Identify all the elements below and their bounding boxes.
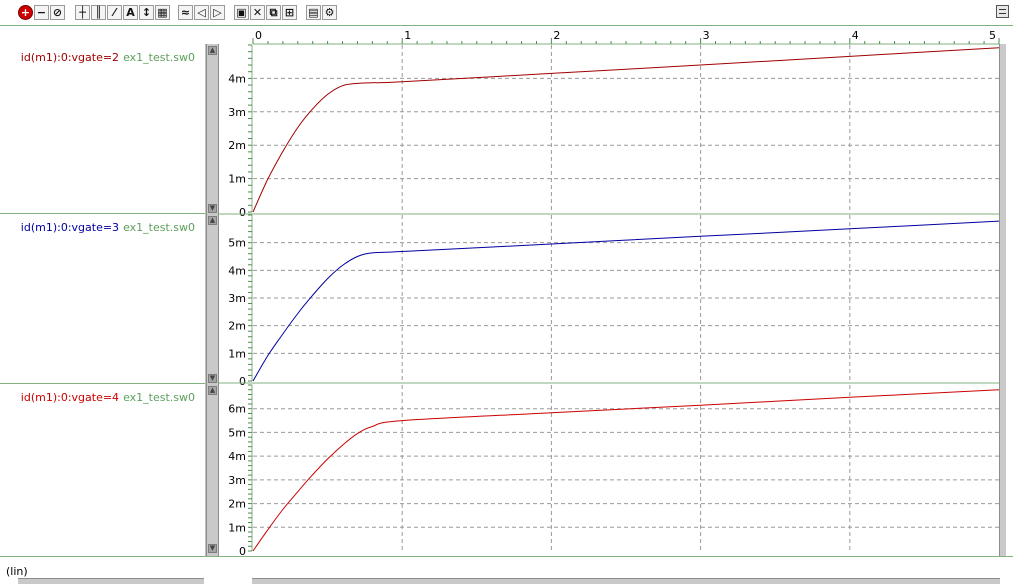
diagonal-measure-icon[interactable]: ⁄ (107, 5, 122, 20)
export-icon[interactable]: ▤ (306, 5, 321, 20)
x-tick-label: 2 (553, 29, 560, 42)
text-annotation-icon[interactable]: A (123, 5, 138, 20)
signal-name: id(m1):0:vgate=4 (20, 391, 120, 404)
x-tick-label: 4 (852, 29, 859, 42)
y-tick-label: 1m (228, 521, 246, 534)
y-tick-label: 3m (228, 292, 246, 305)
toolbar: + − ⊘ ┼ ║ ⁄ A ↕ ▦ ≈ ◁ ▷ ▣ ✕ ⧉ ⊞ ▤ ⚙ (0, 0, 1013, 26)
splitter-down-icon[interactable]: ▼ (208, 544, 217, 553)
x-tick-label: 0 (255, 29, 262, 42)
splitter-up-icon[interactable]: ▲ (208, 386, 217, 395)
wave-icon[interactable]: ≈ (178, 5, 193, 20)
splitter-down-icon[interactable]: ▼ (208, 204, 217, 213)
settings-icon[interactable]: ⚙ (322, 5, 337, 20)
x-scale-label: (lin) (6, 565, 28, 578)
delete-icon[interactable]: ✕ (250, 5, 265, 20)
panel-label-1[interactable]: id(m1):0:vgate=2 ex1_test.sw0 (0, 44, 205, 214)
vertical-measure-icon[interactable]: ↕ (139, 5, 154, 20)
panel-label-2[interactable]: id(m1):0:vgate=3 ex1_test.sw0 (0, 214, 205, 384)
vertical-scrollbar[interactable] (999, 44, 1006, 556)
y-tick-label: 4m (228, 72, 246, 85)
signal-file: ex1_test.sw0 (123, 391, 195, 404)
series-line (252, 47, 1000, 213)
y-tick-label: 6m (228, 403, 246, 416)
zoom-fit-icon[interactable]: ⊘ (50, 5, 65, 20)
signal-file: ex1_test.sw0 (123, 51, 195, 64)
y-tick-label: 5m (228, 426, 246, 439)
signal-label-column: id(m1):0:vgate=2 ex1_test.sw0 id(m1):0:vg… (0, 44, 206, 556)
zoom-out-icon[interactable]: − (34, 5, 49, 20)
panel-icon[interactable]: ▣ (234, 5, 249, 20)
zoom-in-icon[interactable]: + (18, 5, 33, 20)
pan-right-icon[interactable]: ▷ (210, 5, 225, 20)
group-icon[interactable]: ⧉ (266, 5, 281, 20)
splitter-down-icon[interactable]: ▼ (208, 374, 217, 383)
splitter-up-icon[interactable]: ▲ (208, 46, 217, 55)
signal-name: id(m1):0:vgate=2 (20, 51, 120, 64)
y-tick-label: 0 (239, 545, 246, 558)
panel-label-3[interactable]: id(m1):0:vgate=4 ex1_test.sw0 (0, 384, 205, 554)
list-icon[interactable] (996, 5, 1009, 18)
x-tick-label: 3 (703, 29, 710, 42)
label-horizontal-scrollbar[interactable] (18, 578, 204, 584)
layout-icon[interactable]: ⊞ (282, 5, 297, 20)
y-tick-label: 2m (228, 139, 246, 152)
x-tick-label: 1 (404, 29, 411, 42)
y-tick-label: 1m (228, 347, 246, 360)
grid-toggle-icon[interactable]: ▦ (155, 5, 170, 20)
horizontal-scrollbar[interactable] (252, 578, 1000, 584)
y-tick-label: 3m (228, 474, 246, 487)
y-tick-label: 0 (239, 375, 246, 388)
y-tick-label: 2m (228, 320, 246, 333)
signal-name: id(m1):0:vgate=3 (20, 221, 120, 234)
y-tick-label: 4m (228, 450, 246, 463)
y-tick-label: 0 (239, 206, 246, 219)
y-tick-label: 5m (228, 237, 246, 250)
splitter-up-icon[interactable]: ▲ (208, 216, 217, 225)
series-line (252, 220, 1000, 382)
y-tick-label: 2m (228, 498, 246, 511)
pan-left-icon[interactable]: ◁ (194, 5, 209, 20)
status-bar: (lin) (0, 556, 1013, 584)
signal-file: ex1_test.sw0 (123, 221, 195, 234)
panel-splitter[interactable]: ▲ ▼ ▲ ▼ ▲ ▼ (206, 44, 219, 556)
y-tick-label: 1m (228, 173, 246, 186)
x-tick-label: 5 (989, 29, 996, 42)
vertical-grid-icon[interactable]: ║ (91, 5, 106, 20)
series-line (252, 389, 1000, 552)
y-tick-label: 4m (228, 264, 246, 277)
crosshair-icon[interactable]: ┼ (75, 5, 90, 20)
y-tick-label: 3m (228, 106, 246, 119)
